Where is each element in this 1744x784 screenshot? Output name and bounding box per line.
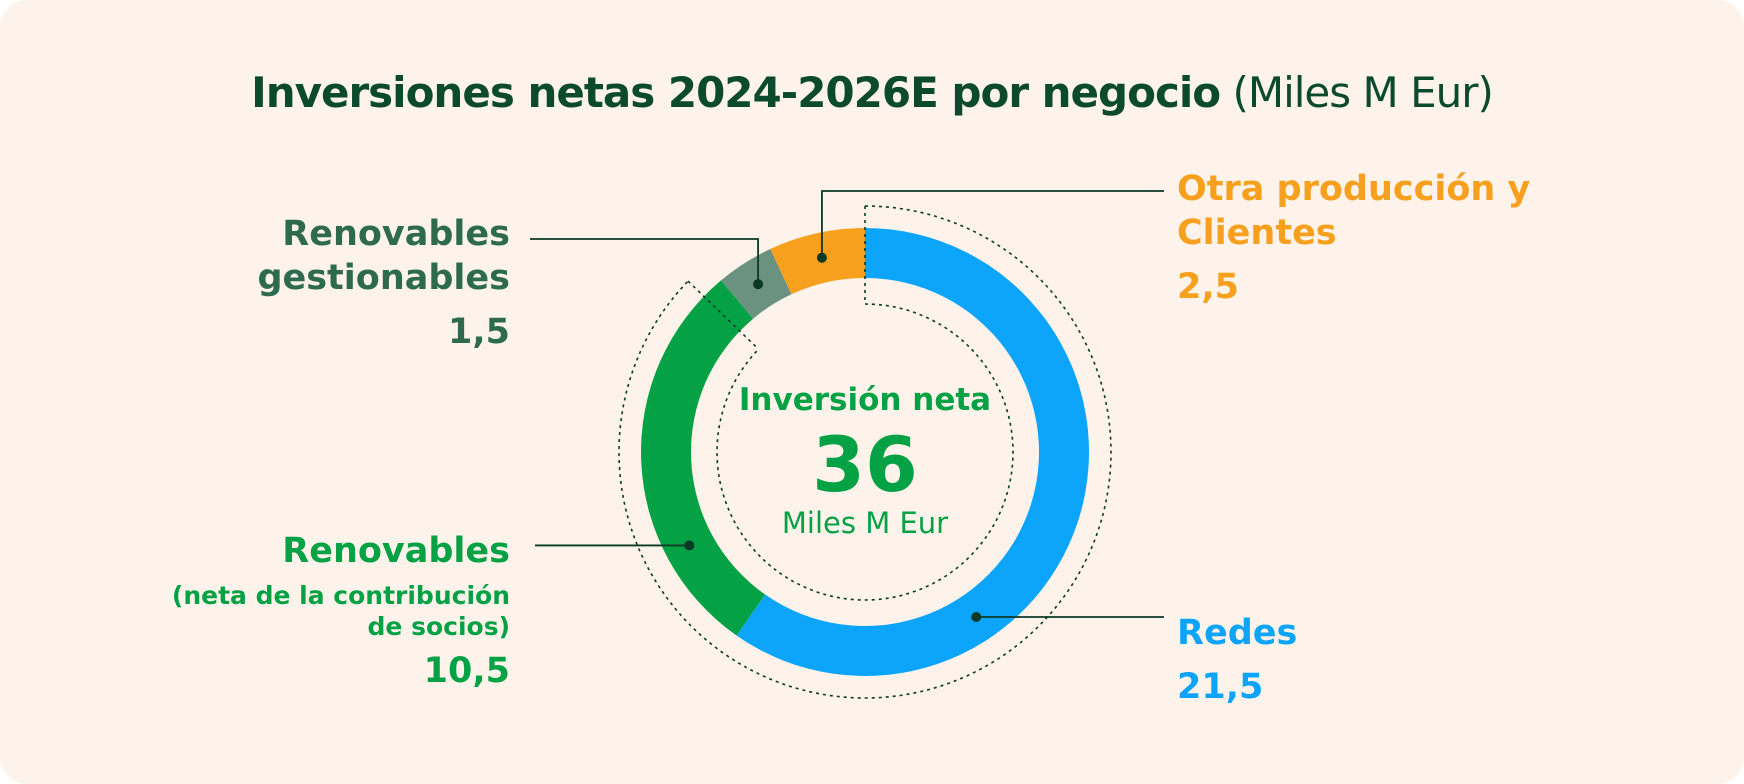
label-renovables-gestionables: Renovables gestionables 1,5 [257,213,510,354]
label-gestionables-value: 1,5 [447,311,510,352]
label-redes-line1: Redes [1177,613,1298,653]
donut-slice-redes-0 [736,228,1090,676]
center-label: Inversión neta [738,382,992,418]
outer-dotted-arc [618,205,1112,699]
donut-slice-otra-3 [770,228,865,295]
label-renovables-line2: (neta de la contribución [171,580,510,610]
label-gestionables-line2: gestionables [257,257,510,298]
center-unit: Miles M Eur [781,506,949,540]
chart-title-unit: (Miles M Eur) [1232,68,1493,117]
dotted-bracket-arcs [618,205,1112,699]
inner-dotted-arc [716,303,1014,601]
dotted-connector-left [687,280,760,350]
donut-slices [640,228,1090,676]
leader-lines [530,190,1164,622]
leader-gestionables-line [530,238,759,285]
label-redes: Redes 21,5 [1177,612,1297,710]
label-otra-produccion: Otra producción y Clientes 2,5 [1177,168,1530,309]
leader-redes-dot [971,611,982,622]
label-renovables: Renovables (neta de la contribución de s… [172,530,510,694]
label-renovables-line1: Renovables [282,531,510,571]
leader-renovables-dot [684,540,695,551]
chart-title: Inversiones netas 2024-2026E por negocio… [0,68,1744,117]
leader-otra-dot [816,252,827,263]
label-renovables-line3: de socios) [367,612,510,641]
chart-title-main: Inversiones netas 2024-2026E por negocio [251,68,1221,117]
leader-otra-line [821,190,1164,258]
leader-gestionables-dot [753,279,764,290]
label-otra-line2: Clientes [1177,212,1337,253]
label-otra-line1: Otra producción y [1177,169,1531,209]
center-value: 36 [812,420,918,509]
label-renovables-value: 10,5 [423,651,510,692]
donut-slice-renovables-1 [640,280,766,636]
label-redes-value: 21,5 [1177,666,1264,707]
label-gestionables-line1: Renovables [282,214,510,254]
label-otra-value: 2,5 [1177,266,1240,307]
